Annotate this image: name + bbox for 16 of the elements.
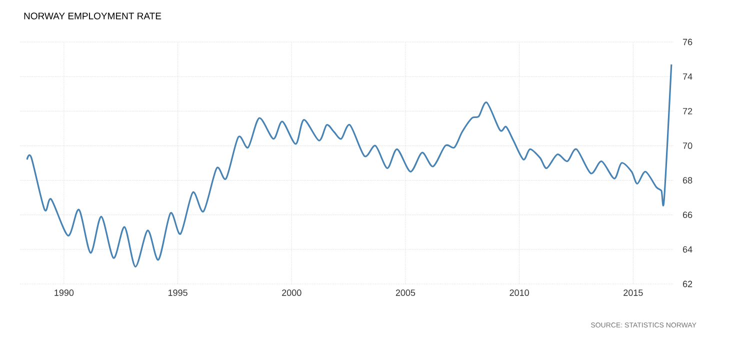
x-tick-label: 2005	[396, 290, 416, 296]
y-tick-label: 76	[682, 38, 692, 46]
y-tick-label: 68	[682, 177, 692, 184]
x-tick-label: 2015	[624, 290, 643, 296]
x-tick-label: 2000	[282, 290, 302, 296]
y-tick-label: 70	[682, 142, 692, 149]
x-tick-label: 1990	[54, 290, 74, 296]
y-tick-label: 64	[682, 246, 692, 253]
y-tick-label: 62	[682, 280, 692, 288]
y-tick-label: 72	[682, 108, 692, 114]
y-tick-label: 74	[682, 73, 692, 80]
x-tick-label: 2010	[510, 290, 529, 296]
chart-title: NORWAY EMPLOYMENT RATE	[24, 12, 162, 20]
x-tick-label: 1995	[168, 290, 188, 296]
y-tick-label: 66	[682, 212, 692, 218]
line-series	[26, 64, 672, 268]
